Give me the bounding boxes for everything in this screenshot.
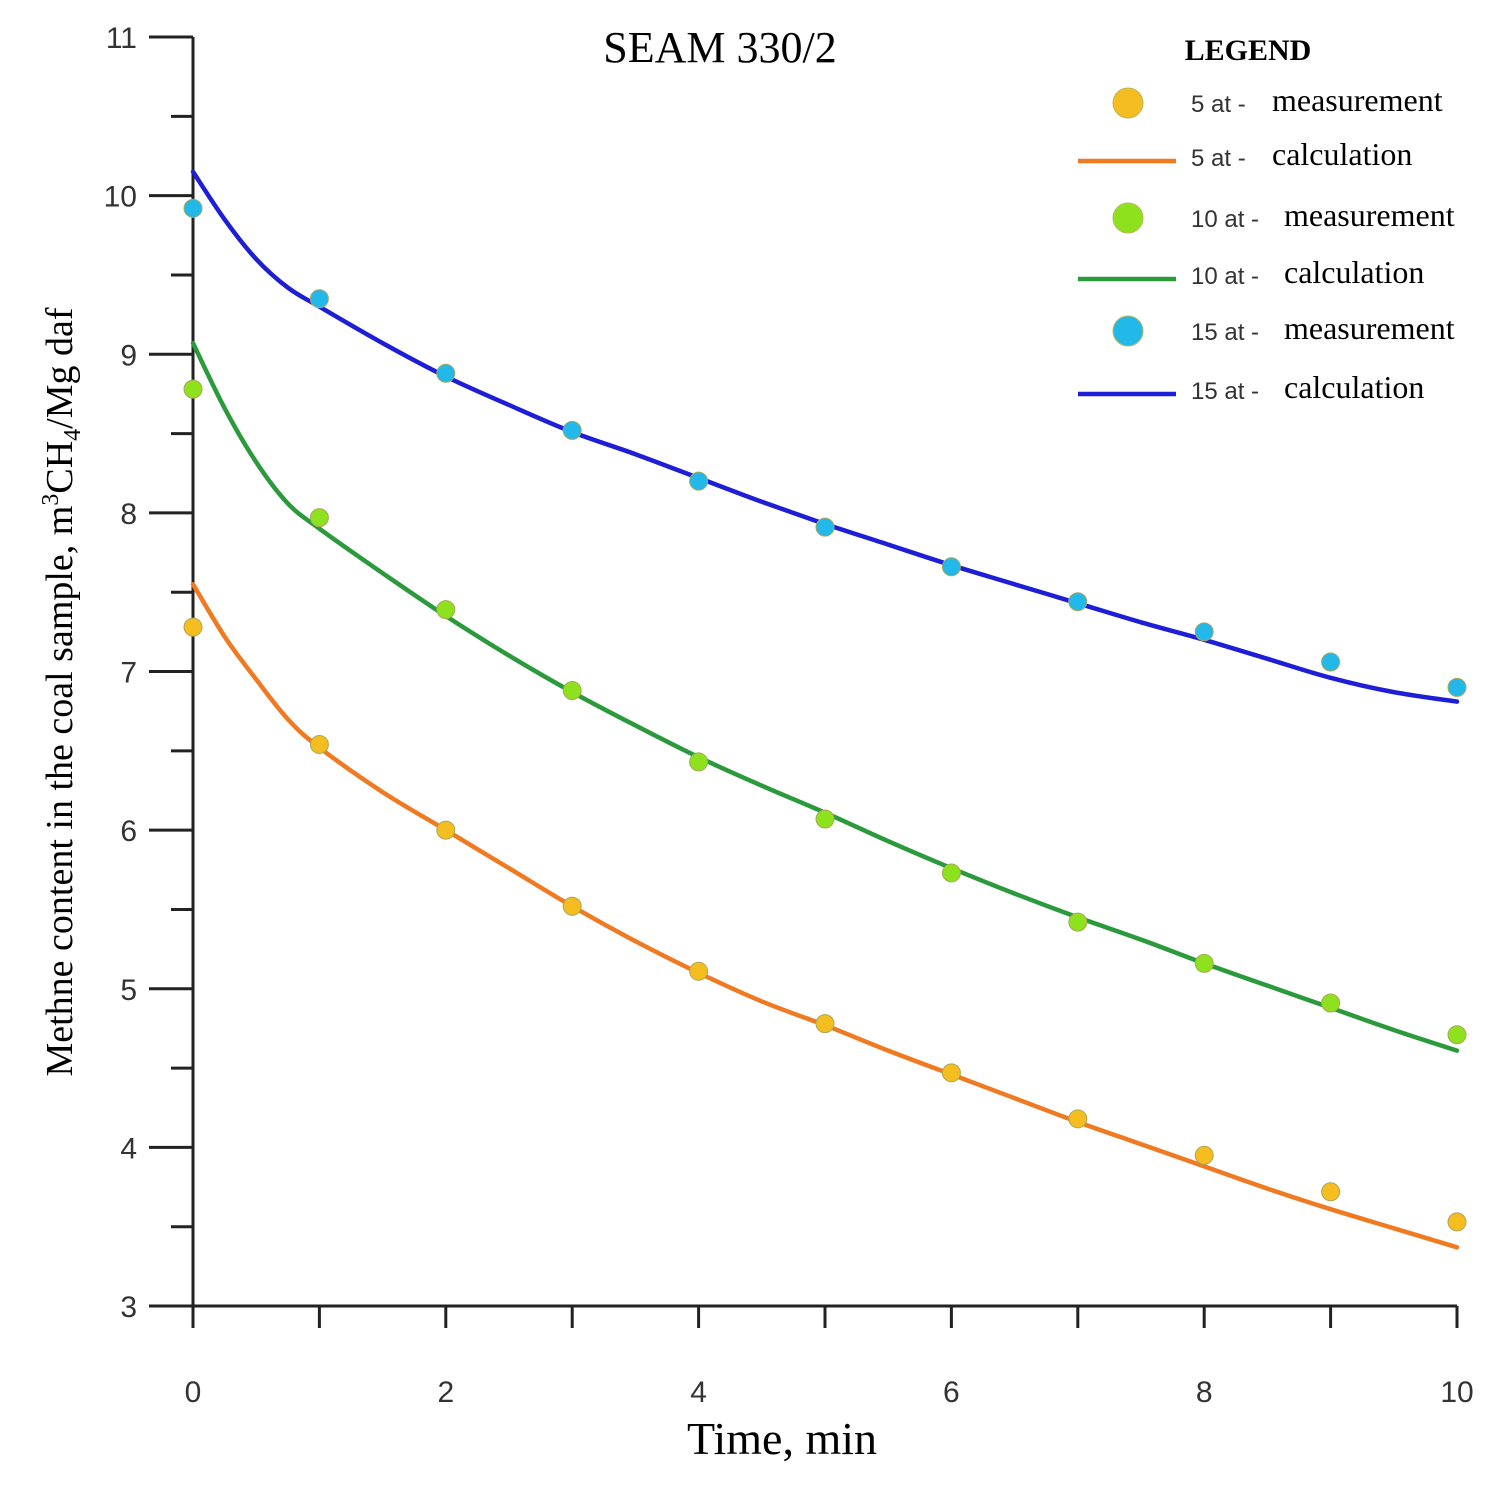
calculation-line xyxy=(190,340,1460,1053)
measurement-point xyxy=(1068,912,1088,932)
measurement-point xyxy=(183,198,203,218)
y-tick-label: 7 xyxy=(120,657,137,690)
measurement-point xyxy=(1321,1182,1341,1202)
measurement-point xyxy=(562,681,582,701)
legend-entry-prefix: 15 at - xyxy=(1191,319,1259,346)
calculation-lines xyxy=(190,169,1460,1250)
x-tick-label: 6 xyxy=(943,1376,960,1409)
legend-marker xyxy=(1112,87,1144,119)
measurement-point xyxy=(309,734,329,754)
measurement-point xyxy=(941,557,961,577)
measurement-point xyxy=(183,379,203,399)
y-axis-label: Methne content in the coal sample, m3CH4… xyxy=(38,307,86,1076)
measurement-point xyxy=(815,809,835,829)
legend-entry-label: calculation xyxy=(1284,254,1424,290)
legend-entry-prefix: 5 at - xyxy=(1191,145,1246,172)
y-tick-label: 4 xyxy=(120,1132,137,1165)
legend-entry-label: measurement xyxy=(1272,82,1443,118)
measurement-point xyxy=(1447,1212,1467,1232)
measurement-point xyxy=(1194,1145,1214,1165)
y-axis-label-post: /Mg daf xyxy=(39,307,81,429)
y-tick-label: 10 xyxy=(104,181,137,214)
legend-entry-label: measurement xyxy=(1284,197,1455,233)
measurement-point xyxy=(689,752,709,772)
axes: 3 4 5 6 7 8 9 10 11 0 2 4 6 8 10 xyxy=(104,22,1474,1409)
measurement-point xyxy=(1321,652,1341,672)
x-tick-label: 10 xyxy=(1440,1376,1473,1409)
measurement-point xyxy=(689,961,709,981)
measurement-point xyxy=(815,517,835,537)
measurement-point xyxy=(941,1063,961,1083)
measurement-point xyxy=(1194,953,1214,973)
measurement-point xyxy=(1068,1109,1088,1129)
y-tick-label: 6 xyxy=(120,815,137,848)
legend-entry-label: calculation xyxy=(1284,369,1424,405)
measurement-point xyxy=(562,420,582,440)
legend-entry-label: measurement xyxy=(1284,310,1455,346)
legend-entry-prefix: 5 at - xyxy=(1191,91,1246,118)
measurement-point xyxy=(309,508,329,528)
y-axis-label-pre: Methne content in the coal sample, m xyxy=(39,506,81,1077)
measurement-point xyxy=(689,471,709,491)
measurement-point xyxy=(436,600,456,620)
legend-entry-prefix: 10 at - xyxy=(1191,206,1259,233)
y-axis-label-mid: CH xyxy=(39,441,81,494)
legend-entry-prefix: 15 at - xyxy=(1191,378,1259,405)
legend: LEGEND 5 at - measurement 5 at - calculatio… xyxy=(1078,34,1455,405)
measurement-point xyxy=(562,896,582,916)
x-tick-label: 0 xyxy=(185,1376,202,1409)
legend-marker xyxy=(1112,315,1144,347)
legend-entry-prefix: 10 at - xyxy=(1191,263,1259,290)
measurement-point xyxy=(1194,622,1214,642)
measurement-points xyxy=(183,198,1467,1232)
measurement-point xyxy=(309,289,329,309)
measurement-point xyxy=(941,863,961,883)
calculation-line xyxy=(190,169,1460,704)
measurement-point xyxy=(1447,677,1467,697)
legend-marker xyxy=(1112,202,1144,234)
chart-title: SEAM 330/2 xyxy=(603,23,836,72)
measurement-point xyxy=(1321,993,1341,1013)
measurement-point xyxy=(436,820,456,840)
y-tick-label: 8 xyxy=(120,498,137,531)
x-tick-label: 8 xyxy=(1196,1376,1213,1409)
measurement-point xyxy=(183,617,203,637)
y-tick-label: 3 xyxy=(120,1291,137,1324)
y-tick-label: 5 xyxy=(120,974,137,1007)
y-axis-label-sub: 4 xyxy=(60,429,86,441)
measurement-point xyxy=(436,363,456,383)
legend-title: LEGEND xyxy=(1185,34,1312,67)
measurement-point xyxy=(1068,592,1088,612)
x-tick-label: 4 xyxy=(690,1376,707,1409)
calculation-line xyxy=(190,582,1460,1250)
y-axis-label-sup: 3 xyxy=(38,494,64,506)
y-tick-label: 11 xyxy=(106,22,137,55)
measurement-point xyxy=(815,1014,835,1034)
y-tick-label: 9 xyxy=(120,339,137,372)
x-axis-label: Time, min xyxy=(687,1413,877,1464)
x-tick-label: 2 xyxy=(437,1376,454,1409)
legend-entry-label: calculation xyxy=(1272,136,1412,172)
measurement-point xyxy=(1447,1025,1467,1045)
